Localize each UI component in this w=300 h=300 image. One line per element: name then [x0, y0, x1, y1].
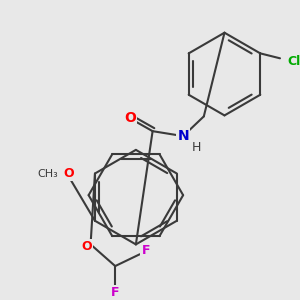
Text: H: H — [192, 141, 202, 154]
Text: O: O — [81, 240, 92, 253]
Text: N: N — [177, 129, 189, 143]
Text: F: F — [142, 244, 150, 257]
Text: CH₃: CH₃ — [37, 169, 58, 178]
Text: Cl: Cl — [287, 55, 300, 68]
Text: O: O — [124, 111, 136, 125]
Text: O: O — [64, 167, 74, 180]
Text: F: F — [111, 286, 119, 299]
